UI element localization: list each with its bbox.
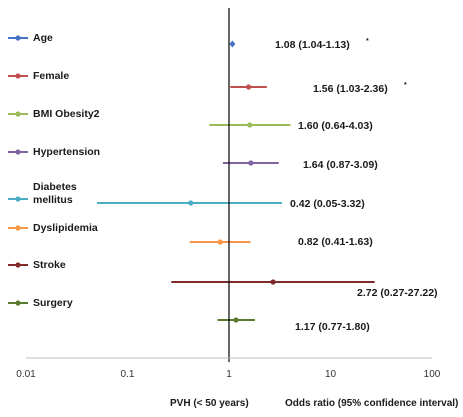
legend-label-female: Female — [33, 70, 69, 82]
point-estimate-diabetes-mellitus — [188, 200, 194, 206]
legend-label-dyslipidemia: Dyslipidemia — [33, 222, 98, 234]
legend-label-stroke: Stroke — [33, 259, 66, 271]
x-tick-label: 0.1 — [121, 369, 135, 380]
legend-marker-hypertension — [15, 149, 21, 155]
legend-marker-diabetes-mellitus — [15, 196, 21, 202]
legend-label-bmi-obesity2: BMI Obesity2 — [33, 108, 100, 120]
significance-marker-age: * — [366, 38, 369, 45]
legend-marker-female — [15, 73, 21, 79]
x-tick-label: 0.01 — [16, 369, 36, 380]
legend-label-surgery: Surgery — [33, 297, 73, 309]
x-axis-subtitle: Odds ratio (95% confidence interval) — [285, 398, 458, 409]
legend-label-hypertension: Hypertension — [33, 146, 100, 158]
legend-marker-stroke — [15, 262, 21, 268]
point-estimate-dyslipidemia — [217, 239, 223, 245]
point-estimate-bmi-obesity2 — [247, 122, 253, 128]
legend-marker-age — [15, 35, 21, 41]
estimate-label-surgery: 1.17 (0.77-1.80) — [295, 321, 370, 333]
legend-label-diabetes-mellitus-line1: Diabetes — [33, 181, 77, 193]
point-estimate-hypertension — [248, 160, 254, 166]
estimate-label-stroke: 2.72 (0.27-27.22) — [357, 287, 438, 299]
estimate-label-dyslipidemia: 0.82 (0.41-1.63) — [298, 236, 373, 248]
legend-label-diabetes-mellitus-line2: mellitus — [33, 194, 73, 206]
x-tick-label: 10 — [325, 369, 337, 380]
plot-rows: 1.08 (1.04-1.13) * 1.56 (1.03-2.36) * 1.60 (… — [96, 38, 438, 333]
point-estimate-stroke — [270, 279, 276, 285]
x-axis: 0.01 0.1 1 10 100 — [16, 8, 441, 380]
point-estimate-age — [229, 40, 236, 48]
point-estimate-surgery — [233, 317, 239, 323]
estimate-label-female: 1.56 (1.03-2.36) — [313, 83, 388, 95]
x-tick-label: 1 — [226, 369, 232, 380]
legend: Age Female BMI Obesity2 Hypertension Diabete… — [8, 32, 100, 309]
significance-marker-female: * — [404, 82, 407, 89]
legend-label-age: Age — [33, 32, 53, 44]
legend-marker-dyslipidemia — [15, 225, 21, 231]
point-estimate-female — [246, 84, 252, 90]
estimate-label-bmi-obesity2: 1.60 (0.64-4.03) — [298, 120, 373, 132]
estimate-label-hypertension: 1.64 (0.87-3.09) — [303, 159, 378, 171]
estimate-label-age: 1.08 (1.04-1.13) — [275, 39, 350, 51]
legend-marker-surgery — [15, 300, 21, 306]
x-axis-title: PVH (< 50 years) — [170, 398, 249, 409]
legend-marker-bmi-obesity2 — [15, 111, 21, 117]
x-tick-label: 100 — [424, 369, 441, 380]
estimate-label-diabetes-mellitus: 0.42 (0.05-3.32) — [290, 198, 365, 210]
